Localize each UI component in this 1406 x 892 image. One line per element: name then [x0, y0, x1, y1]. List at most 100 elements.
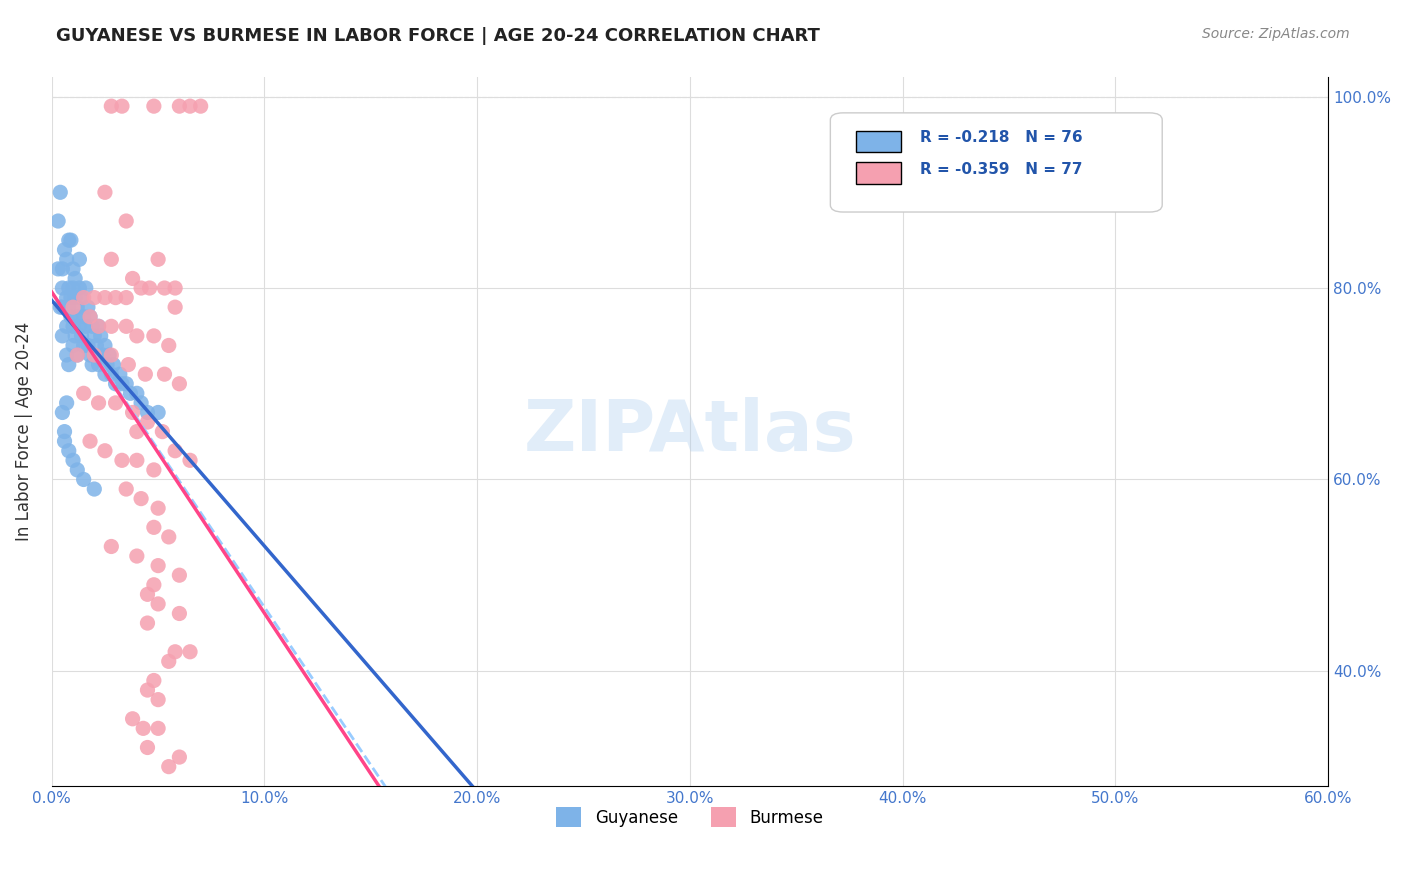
Point	[129, 491, 152, 506]
Legend: Guyanese, Burmese: Guyanese, Burmese	[550, 800, 830, 834]
Point	[165, 645, 187, 659]
Point	[73, 291, 96, 305]
Point	[169, 750, 191, 764]
Point	[73, 473, 96, 487]
Point	[82, 319, 104, 334]
Point	[121, 271, 143, 285]
Point	[142, 463, 165, 477]
Point	[142, 520, 165, 534]
Point	[63, 271, 86, 285]
Point	[49, 300, 72, 314]
Point	[66, 348, 89, 362]
Point	[59, 233, 82, 247]
Point	[62, 338, 84, 352]
Point	[108, 367, 131, 381]
Point	[169, 99, 191, 113]
Point	[115, 482, 138, 496]
Point	[136, 683, 159, 698]
Point	[55, 396, 77, 410]
Text: R = -0.359   N = 77: R = -0.359 N = 77	[920, 162, 1083, 177]
Point	[82, 358, 104, 372]
Point	[55, 291, 77, 305]
Point	[49, 186, 72, 200]
Point	[46, 214, 69, 228]
Point	[134, 367, 156, 381]
Point	[53, 425, 76, 439]
Point	[62, 453, 84, 467]
Point	[153, 367, 176, 381]
Point	[111, 99, 134, 113]
Point	[59, 291, 82, 305]
Point	[146, 405, 169, 419]
Point	[51, 300, 73, 314]
Point	[94, 186, 117, 200]
Point	[67, 281, 90, 295]
Point	[103, 358, 125, 372]
Point	[83, 348, 105, 362]
Point	[58, 443, 80, 458]
Point	[138, 281, 160, 295]
Point	[79, 310, 101, 324]
Point	[100, 319, 122, 334]
Point	[83, 348, 105, 362]
Point	[136, 587, 159, 601]
Point	[75, 281, 97, 295]
FancyBboxPatch shape	[856, 130, 901, 152]
Point	[55, 252, 77, 267]
Point	[165, 281, 187, 295]
Point	[120, 386, 142, 401]
Point	[46, 261, 69, 276]
Point	[55, 319, 77, 334]
Point	[79, 310, 101, 324]
Point	[94, 443, 117, 458]
Point	[115, 214, 138, 228]
Point	[100, 540, 122, 554]
Point	[53, 243, 76, 257]
Point	[59, 310, 82, 324]
Point	[190, 99, 212, 113]
Point	[142, 673, 165, 688]
Point	[179, 645, 201, 659]
Point	[179, 99, 201, 113]
Point	[83, 291, 105, 305]
Point	[136, 415, 159, 429]
Point	[66, 348, 89, 362]
Point	[142, 99, 165, 113]
Point	[70, 291, 93, 305]
Text: ZIPAtlas: ZIPAtlas	[523, 397, 856, 467]
Point	[125, 453, 148, 467]
Point	[115, 376, 138, 391]
Point	[115, 319, 138, 334]
Point	[165, 300, 187, 314]
Point	[136, 740, 159, 755]
Point	[53, 434, 76, 449]
Point	[62, 319, 84, 334]
Point	[63, 329, 86, 343]
Point	[153, 281, 176, 295]
Text: GUYANESE VS BURMESE IN LABOR FORCE | AGE 20-24 CORRELATION CHART: GUYANESE VS BURMESE IN LABOR FORCE | AGE…	[56, 27, 820, 45]
Point	[104, 291, 127, 305]
Point	[132, 722, 155, 736]
Point	[79, 348, 101, 362]
Point	[111, 376, 134, 391]
Point	[73, 386, 96, 401]
Point	[73, 338, 96, 352]
Point	[63, 291, 86, 305]
Point	[117, 358, 139, 372]
Point	[51, 405, 73, 419]
Point	[86, 338, 108, 352]
Point	[142, 329, 165, 343]
Point	[157, 759, 180, 773]
Point	[58, 281, 80, 295]
Point	[87, 358, 110, 372]
Point	[146, 252, 169, 267]
Point	[62, 281, 84, 295]
Point	[62, 300, 84, 314]
Point	[100, 99, 122, 113]
Point	[77, 338, 100, 352]
Point	[121, 712, 143, 726]
Point	[83, 482, 105, 496]
Point	[58, 300, 80, 314]
Point	[136, 615, 159, 630]
Point	[129, 281, 152, 295]
